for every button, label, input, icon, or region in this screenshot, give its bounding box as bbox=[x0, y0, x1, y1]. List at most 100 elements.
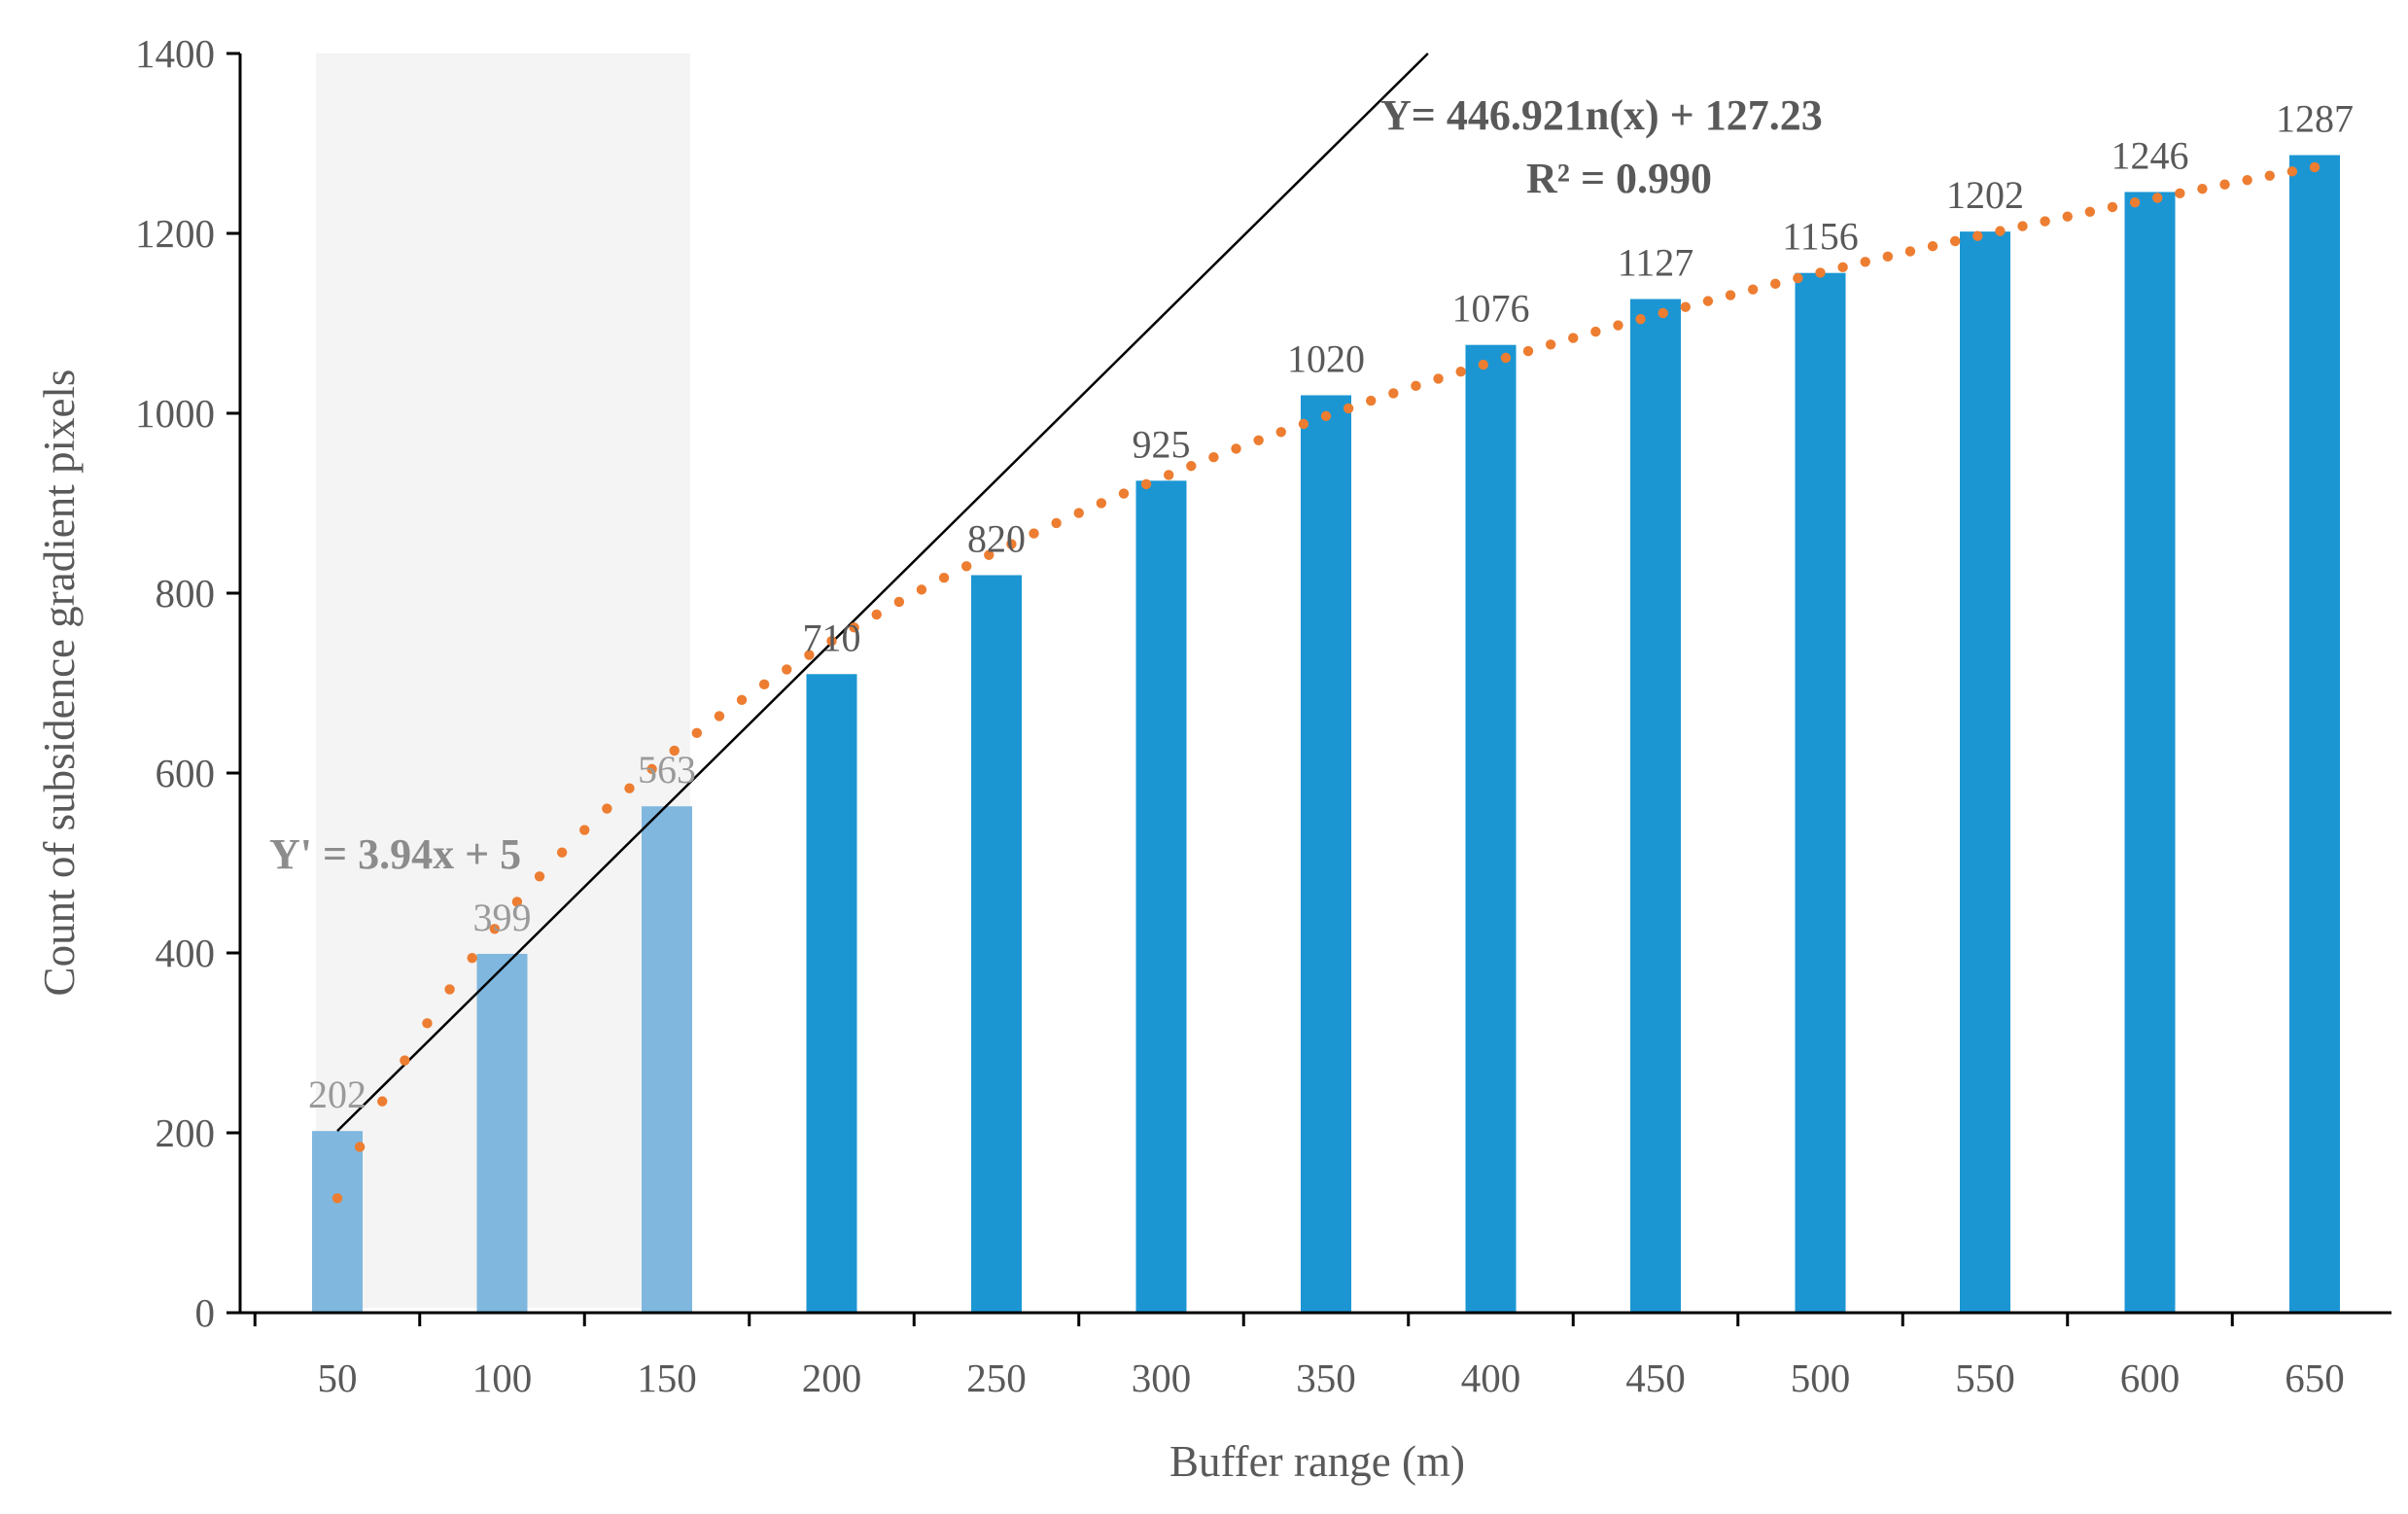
log-trendline-dot bbox=[2309, 161, 2321, 173]
log-trendline-dot bbox=[984, 549, 995, 560]
log-trendline-dot bbox=[467, 952, 477, 964]
log-trendline-dot bbox=[1411, 380, 1421, 392]
log-trendline-dot bbox=[489, 924, 500, 934]
log-trendline-dot bbox=[893, 596, 905, 608]
x-tick-label: 150 bbox=[637, 1356, 697, 1400]
x-tick-label: 350 bbox=[1296, 1356, 1356, 1400]
log-trendline-dot bbox=[804, 650, 815, 660]
log-trendline-dot bbox=[2062, 211, 2073, 222]
log-trendline-dot bbox=[1949, 235, 1961, 247]
y-tick-label: 1400 bbox=[135, 31, 215, 76]
bar-350 bbox=[1301, 395, 1351, 1313]
log-trendline-dot bbox=[1320, 410, 1332, 422]
log-trendline-dot bbox=[736, 694, 748, 706]
log-trendline-dot bbox=[1029, 528, 1039, 539]
log-trendline-dot bbox=[691, 727, 703, 739]
y-tick-label: 600 bbox=[156, 751, 216, 795]
log-trendline-dot bbox=[1522, 345, 1534, 357]
log-trendline-dot bbox=[849, 622, 859, 633]
log-trendline-dot bbox=[511, 897, 523, 907]
log-trendline-dot bbox=[377, 1096, 388, 1107]
x-tick-label: 450 bbox=[1625, 1356, 1686, 1400]
log-trendline-dot bbox=[1972, 230, 1983, 241]
log-trendline-dot bbox=[2197, 184, 2208, 194]
bar-300 bbox=[1135, 480, 1187, 1313]
x-tick-label: 200 bbox=[802, 1356, 862, 1400]
data-label-200: 710 bbox=[803, 616, 861, 659]
log-trendline-dot bbox=[1927, 240, 1938, 252]
log-trendline-dot bbox=[1140, 478, 1152, 490]
log-trendline-dot bbox=[2129, 196, 2141, 208]
log-trendline-dot bbox=[1231, 443, 1241, 454]
log-trendline-dot bbox=[826, 636, 837, 647]
log-trendline-dot bbox=[669, 745, 680, 757]
x-tick-label: 600 bbox=[2120, 1356, 2181, 1400]
log-trendline-dot bbox=[400, 1055, 410, 1066]
log-trendline-dot bbox=[1702, 296, 1714, 306]
log-trendline-dot bbox=[1118, 488, 1130, 499]
log-trendline-dot bbox=[960, 561, 972, 572]
data-label-550: 1202 bbox=[1946, 173, 2024, 217]
log-trendline-dot bbox=[354, 1142, 366, 1152]
data-label-650: 1287 bbox=[2276, 97, 2354, 141]
log-trendline-dot bbox=[1164, 470, 1174, 480]
log-trendline-dot bbox=[1860, 257, 1870, 267]
log-trendline-dot bbox=[1275, 427, 1286, 438]
x-axis-title: Buffer range (m) bbox=[1169, 1437, 1465, 1486]
log-trendline-dot bbox=[1613, 320, 1623, 331]
log-trendline-dot bbox=[2040, 216, 2050, 227]
bar-450 bbox=[1630, 299, 1681, 1313]
log-trendline-dot bbox=[871, 609, 882, 620]
log-trendline-equation: Y= 446.921n(x) + 127.23 bbox=[1380, 91, 1823, 139]
y-tick-label: 0 bbox=[195, 1290, 216, 1335]
log-trendline-dot bbox=[1882, 251, 1894, 263]
data-label-500: 1156 bbox=[1782, 215, 1859, 259]
x-tick-label: 650 bbox=[2285, 1356, 2345, 1400]
log-trendline-dot bbox=[1568, 333, 1579, 343]
log-trendline-dot bbox=[1793, 272, 1803, 284]
logarithmic-trendline bbox=[332, 161, 2321, 1204]
bar-600 bbox=[2124, 192, 2176, 1314]
log-trendline-dot bbox=[1253, 435, 1264, 445]
x-tick-label: 50 bbox=[318, 1356, 358, 1400]
log-trendline-dot bbox=[602, 803, 612, 814]
x-tick-label: 100 bbox=[472, 1356, 533, 1400]
data-label-250: 820 bbox=[967, 517, 1026, 561]
y-axis-ticks: 0 200 400 600 800 1000 1200 1400 bbox=[135, 31, 240, 1335]
log-trendline-dot bbox=[1995, 226, 2006, 236]
log-trendline-dot bbox=[1635, 313, 1646, 325]
bar-500 bbox=[1795, 272, 1846, 1314]
log-trendline-dot bbox=[444, 984, 455, 995]
bar-200 bbox=[806, 674, 857, 1313]
data-label-300: 925 bbox=[1133, 422, 1191, 466]
log-trendline-dot bbox=[1904, 246, 1916, 257]
bar-650 bbox=[2289, 155, 2340, 1313]
log-trendline-dot bbox=[1658, 307, 1668, 319]
bar-100 bbox=[476, 953, 528, 1313]
log-trendline-dot bbox=[2084, 206, 2096, 217]
log-trendline-dot bbox=[1680, 301, 1692, 312]
linear-trendline-equation: Y' = 3.94x + 5 bbox=[269, 830, 521, 878]
log-trendline-dot bbox=[1815, 267, 1826, 278]
log-trendline-dot bbox=[1590, 326, 1601, 337]
y-axis-title: Count of subsidence gradient pixels bbox=[35, 370, 84, 997]
y-tick-label: 400 bbox=[156, 931, 216, 975]
log-trendline-dot bbox=[938, 572, 950, 583]
log-trendline-dot bbox=[556, 847, 568, 858]
log-trendline-dot bbox=[1298, 418, 1309, 430]
log-trendline-dot bbox=[2219, 179, 2230, 190]
y-tick-label: 800 bbox=[156, 571, 216, 616]
x-tick-label: 400 bbox=[1461, 1356, 1521, 1400]
data-label-350: 1020 bbox=[1287, 337, 1365, 381]
log-trendline-dot bbox=[422, 1018, 433, 1029]
log-trendline-dot bbox=[1343, 403, 1354, 414]
data-label-400: 1076 bbox=[1452, 287, 1530, 331]
log-trendline-dot bbox=[1500, 352, 1512, 364]
log-trendline-dot bbox=[1208, 452, 1219, 463]
log-trendline-dot bbox=[1747, 284, 1759, 295]
log-trendline-dot bbox=[916, 584, 927, 595]
log-trendline-dot bbox=[1455, 366, 1466, 377]
x-tick-label: 250 bbox=[966, 1356, 1027, 1400]
log-trendline-dot bbox=[1366, 395, 1377, 406]
log-trendline-r-squared: R² = 0.990 bbox=[1526, 155, 1712, 202]
